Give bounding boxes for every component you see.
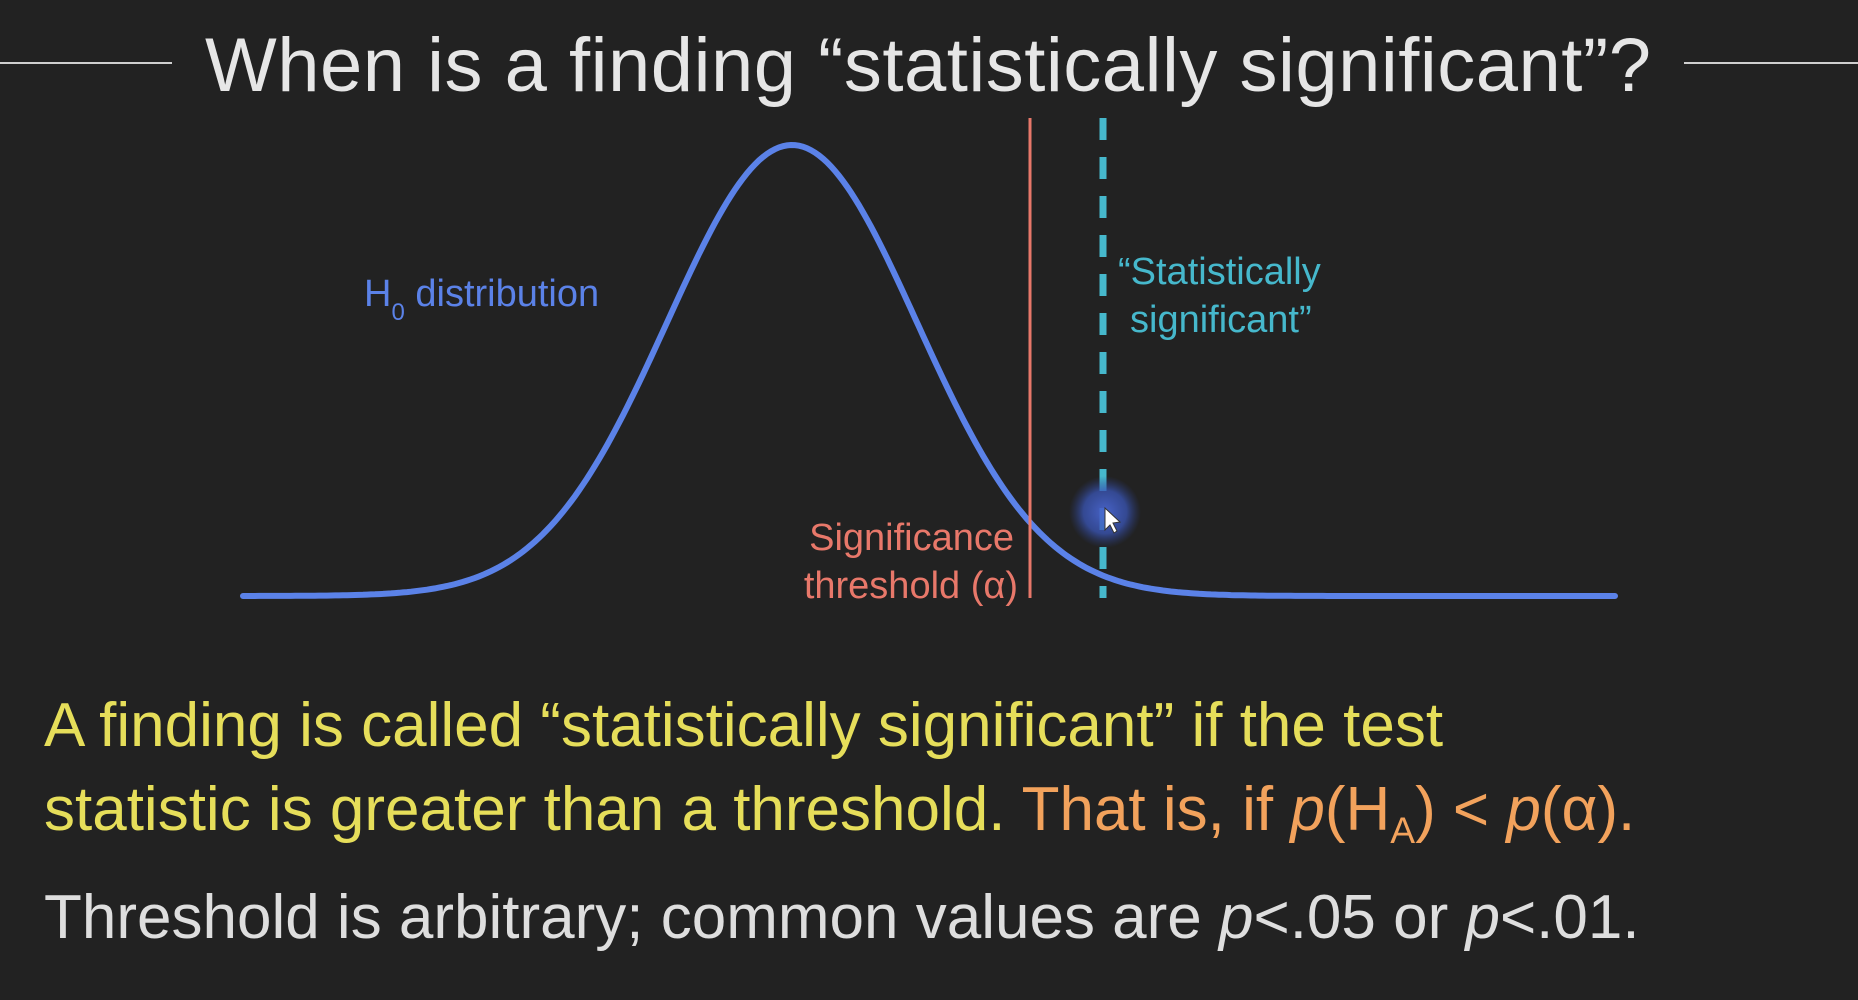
title-row: When is a finding “statistically signifi… [0,22,1858,112]
significance-threshold-label-line2: threshold (α) [804,565,1018,607]
slide-title: When is a finding “statistically signifi… [205,23,1652,108]
statistically-significant-label-line1: “Statistically [1118,251,1321,293]
p-value-condition: That is, if p(HA) < p(α). [1021,775,1636,852]
title-rule-right [1684,62,1858,64]
significance-threshold-label-line1: Significance [809,517,1014,559]
explanation-line-2-plain: statistic is greater than a threshold. [44,775,1022,844]
explanation-line-1: A finding is called “statistically signi… [44,684,1443,768]
h0-distribution-curve [240,141,1618,599]
explanation-line-2: statistic is greater than a threshold. T… [44,768,1635,852]
h0-distribution-diagram: H0 distribution Significance threshold (… [240,118,1618,607]
h0-distribution-label: H0 distribution [364,273,599,326]
explanation-line-1-text: A finding is called “statistically signi… [44,691,1444,760]
title-rule-left [0,62,172,64]
threshold-note: Threshold is arbitrary; common values ar… [44,883,1640,952]
cursor-arrow-icon [1104,506,1122,534]
statistically-significant-label-line2: significant” [1130,299,1312,341]
